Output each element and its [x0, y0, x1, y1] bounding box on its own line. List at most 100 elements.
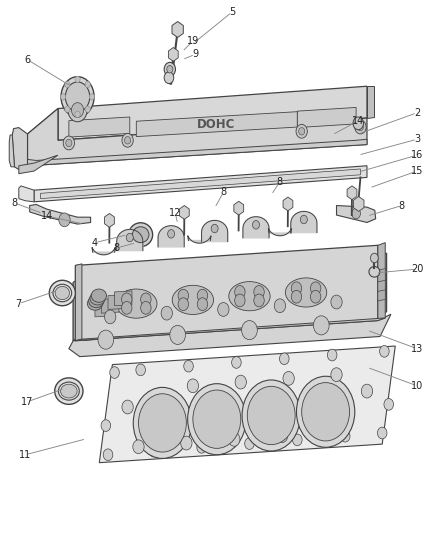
Circle shape: [340, 430, 350, 442]
Text: 11: 11: [19, 450, 32, 460]
Circle shape: [178, 298, 188, 311]
Ellipse shape: [172, 285, 214, 314]
Circle shape: [122, 400, 133, 414]
Text: 16: 16: [411, 150, 423, 160]
Polygon shape: [92, 247, 115, 255]
Circle shape: [126, 233, 133, 242]
Polygon shape: [188, 236, 211, 243]
Circle shape: [242, 320, 257, 340]
Circle shape: [235, 286, 245, 298]
Circle shape: [197, 289, 208, 302]
Circle shape: [299, 127, 305, 135]
Circle shape: [121, 293, 132, 306]
Polygon shape: [378, 288, 385, 301]
Text: 10: 10: [411, 381, 423, 391]
Text: 6: 6: [25, 55, 31, 64]
Polygon shape: [75, 245, 378, 341]
Circle shape: [384, 399, 393, 410]
Circle shape: [291, 282, 302, 295]
Polygon shape: [95, 302, 113, 317]
Ellipse shape: [90, 292, 105, 305]
Polygon shape: [268, 229, 292, 236]
Text: 9: 9: [192, 50, 198, 59]
Circle shape: [297, 376, 355, 447]
Polygon shape: [41, 169, 360, 199]
Ellipse shape: [129, 223, 152, 247]
Polygon shape: [108, 295, 125, 310]
Circle shape: [122, 133, 133, 147]
Circle shape: [124, 136, 131, 144]
Circle shape: [168, 230, 175, 238]
Circle shape: [71, 103, 84, 117]
Circle shape: [136, 364, 145, 376]
Circle shape: [161, 306, 173, 320]
Text: 8: 8: [11, 198, 18, 208]
Circle shape: [218, 303, 229, 317]
Ellipse shape: [116, 289, 157, 318]
Circle shape: [61, 77, 94, 117]
Circle shape: [178, 289, 188, 302]
Text: 8: 8: [113, 243, 120, 253]
Polygon shape: [158, 225, 184, 247]
Text: 14: 14: [41, 211, 53, 221]
Circle shape: [331, 295, 342, 309]
Polygon shape: [99, 346, 395, 463]
Circle shape: [353, 117, 364, 130]
Polygon shape: [291, 212, 317, 232]
Text: DOHC: DOHC: [197, 118, 235, 131]
Circle shape: [105, 310, 116, 324]
Circle shape: [293, 434, 302, 446]
Circle shape: [311, 290, 321, 303]
Circle shape: [141, 302, 151, 314]
Ellipse shape: [286, 278, 327, 307]
Polygon shape: [30, 205, 91, 224]
Polygon shape: [201, 220, 228, 241]
Polygon shape: [69, 314, 391, 357]
Polygon shape: [374, 253, 387, 319]
Polygon shape: [19, 155, 58, 174]
Circle shape: [331, 368, 342, 382]
Circle shape: [85, 106, 90, 112]
Circle shape: [291, 290, 302, 303]
Polygon shape: [88, 253, 387, 330]
Polygon shape: [69, 117, 130, 137]
Polygon shape: [336, 206, 376, 222]
Text: 8: 8: [277, 176, 283, 187]
Ellipse shape: [91, 289, 106, 302]
Circle shape: [170, 325, 185, 344]
Circle shape: [311, 282, 321, 295]
Polygon shape: [34, 166, 367, 202]
Polygon shape: [75, 318, 385, 341]
Polygon shape: [73, 261, 374, 341]
Circle shape: [66, 139, 72, 147]
Text: 7: 7: [16, 298, 22, 309]
Circle shape: [167, 66, 173, 73]
Ellipse shape: [87, 297, 102, 310]
Text: 8: 8: [399, 200, 405, 211]
Circle shape: [314, 316, 329, 335]
Text: 19: 19: [187, 36, 199, 46]
Circle shape: [276, 429, 288, 442]
Ellipse shape: [229, 281, 270, 311]
Circle shape: [235, 375, 247, 389]
Circle shape: [164, 62, 176, 76]
Circle shape: [361, 384, 373, 398]
Circle shape: [229, 432, 240, 446]
Ellipse shape: [369, 266, 380, 277]
Polygon shape: [88, 272, 93, 330]
Circle shape: [184, 360, 193, 372]
Circle shape: [380, 345, 389, 357]
Ellipse shape: [132, 227, 149, 243]
Text: 12: 12: [170, 208, 182, 219]
Text: 13: 13: [411, 344, 423, 354]
Circle shape: [149, 445, 159, 457]
Circle shape: [247, 386, 295, 445]
Circle shape: [63, 136, 74, 150]
Circle shape: [279, 353, 289, 365]
Text: 5: 5: [229, 7, 235, 17]
Circle shape: [187, 379, 198, 393]
Circle shape: [245, 438, 254, 449]
Circle shape: [283, 372, 294, 385]
Text: 4: 4: [92, 238, 98, 248]
Polygon shape: [117, 229, 143, 251]
